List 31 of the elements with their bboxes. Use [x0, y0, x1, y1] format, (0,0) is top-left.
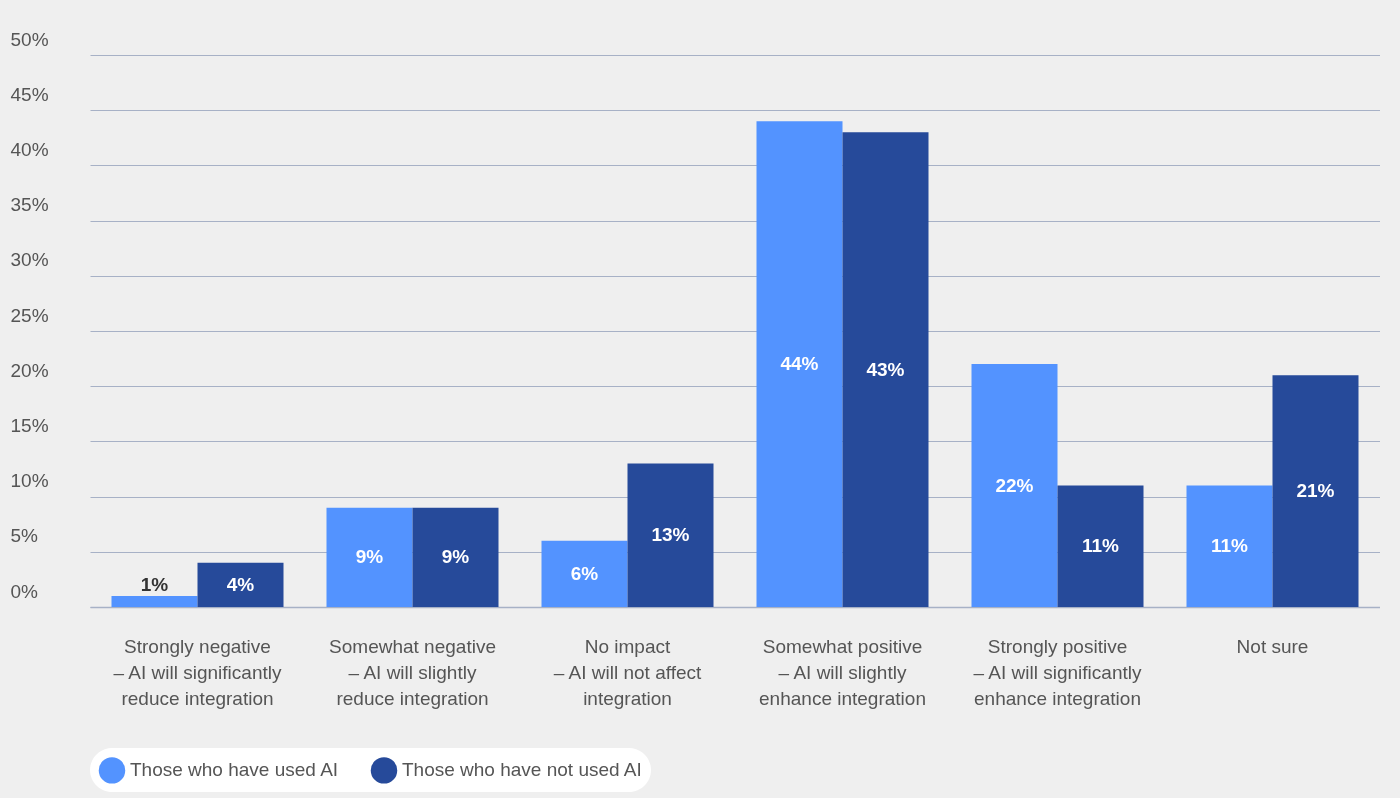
data-label: 11% — [1082, 535, 1120, 557]
data-label: 9% — [355, 546, 384, 568]
data-label: 22% — [995, 474, 1034, 496]
data-label: 11% — [1211, 535, 1249, 557]
y-tick-label: 0% — [10, 580, 39, 602]
legend-label: Those who have used AI — [130, 759, 339, 781]
y-tick-label: 50% — [10, 28, 49, 50]
data-label: 13% — [651, 524, 690, 546]
x-tick-label: No impact – AI will not affect integration — [553, 635, 702, 709]
data-label: 9% — [441, 546, 470, 568]
data-label: 44% — [780, 353, 819, 375]
y-tick-label: 40% — [10, 138, 49, 160]
y-tick-label: 35% — [10, 194, 49, 216]
data-label: 6% — [570, 562, 599, 584]
x-tick-label: Strongly negative – AI will significantly reduce integration — [113, 635, 282, 709]
y-tick-label: 15% — [10, 414, 49, 436]
y-tick-label: 30% — [10, 249, 49, 271]
y-tick-label: 5% — [10, 525, 39, 547]
y-tick-label: 10% — [10, 470, 49, 492]
data-label: 4% — [226, 573, 255, 595]
x-tick-label: Somewhat negative – AI will slightly reduce integration — [329, 635, 496, 709]
y-tick-label: 20% — [10, 359, 49, 381]
y-tick-label: 45% — [10, 83, 49, 105]
data-label: 21% — [1296, 480, 1335, 502]
y-tick-label: 25% — [10, 304, 49, 326]
x-tick-label: Not sure — [1236, 635, 1309, 657]
data-label: 43% — [866, 358, 905, 380]
legend-label: Those who have not used AI — [402, 759, 642, 781]
x-tick-label: Strongly positive – AI will significantly enhance integration — [973, 635, 1142, 709]
x-tick-label: Somewhat positive – AI will slightly enhance integration — [759, 635, 926, 709]
data-label: 1% — [140, 573, 169, 595]
